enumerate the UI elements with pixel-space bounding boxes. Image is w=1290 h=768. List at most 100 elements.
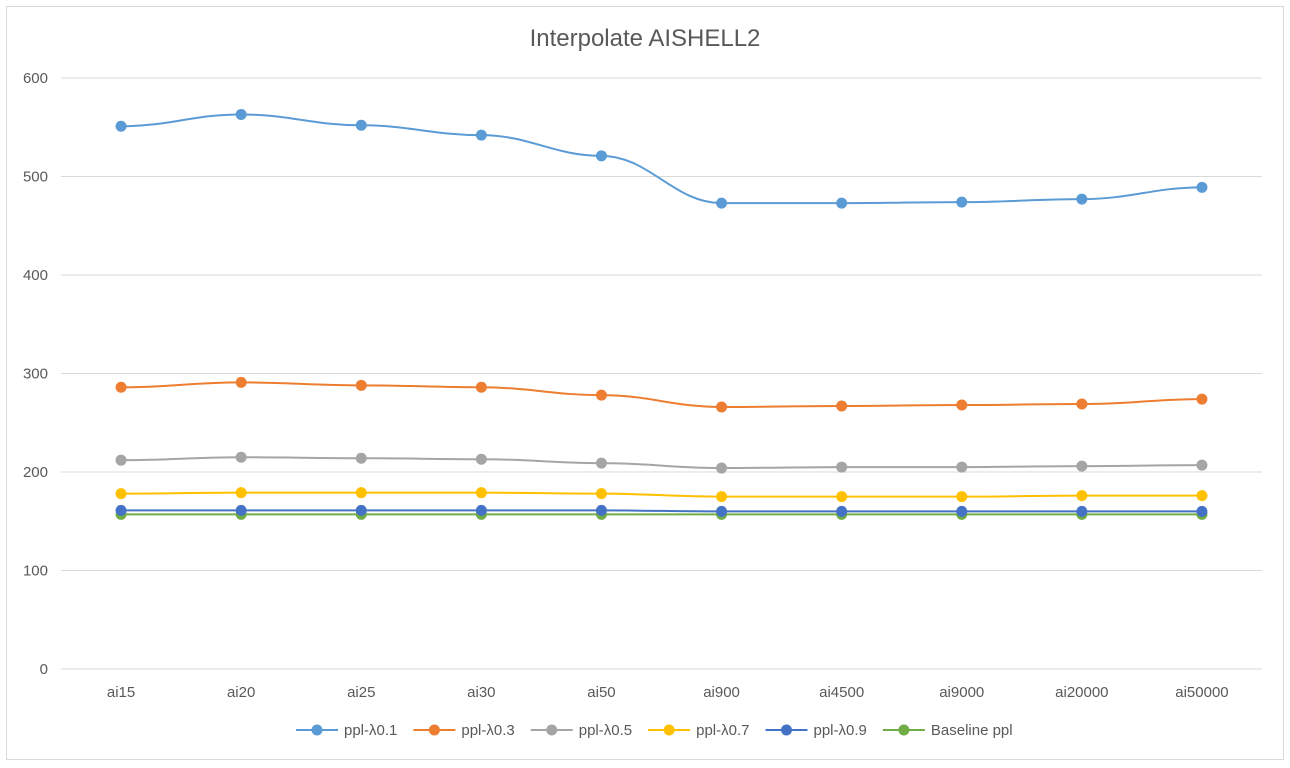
y-tick-label: 300 bbox=[23, 366, 48, 383]
x-tick-label: ai20000 bbox=[1055, 684, 1108, 701]
series-4 bbox=[115, 504, 1208, 517]
data-point bbox=[475, 487, 487, 499]
x-tick-label: ai25 bbox=[347, 684, 375, 701]
y-axis-ticks: 0 100 200 300 400 500 600 bbox=[23, 70, 48, 678]
legend-marker bbox=[311, 724, 323, 736]
legend-item: ppl-λ0.9 bbox=[765, 722, 867, 739]
data-point bbox=[355, 119, 367, 131]
data-point bbox=[355, 452, 367, 464]
x-tick-label: ai15 bbox=[107, 684, 135, 701]
y-tick-label: 100 bbox=[23, 563, 48, 580]
legend-marker bbox=[546, 724, 558, 736]
series-2 bbox=[115, 451, 1208, 474]
data-point bbox=[595, 457, 607, 469]
legend: ppl-λ0.1 ppl-λ0.3 ppl-λ0.5 ppl-λ0.7 ppl-λ0.9… bbox=[296, 722, 1013, 739]
data-point bbox=[716, 491, 728, 503]
y-tick-label: 200 bbox=[23, 464, 48, 481]
legend-label: ppl-λ0.3 bbox=[461, 722, 514, 739]
y-tick-label: 400 bbox=[23, 267, 48, 284]
legend-marker bbox=[663, 724, 675, 736]
data-point bbox=[475, 453, 487, 465]
data-point bbox=[235, 108, 247, 120]
series-0 bbox=[115, 108, 1208, 209]
legend-marker bbox=[781, 724, 792, 736]
x-tick-label: ai900 bbox=[703, 684, 740, 701]
x-tick-label: ai50000 bbox=[1175, 684, 1228, 701]
data-point bbox=[836, 461, 848, 473]
x-tick-label: ai50 bbox=[587, 684, 615, 701]
data-point bbox=[836, 197, 848, 209]
data-point bbox=[956, 196, 968, 208]
data-point bbox=[115, 381, 127, 393]
data-point bbox=[1076, 398, 1088, 410]
y-tick-label: 500 bbox=[23, 169, 48, 186]
series-line bbox=[121, 456, 1202, 470]
data-point bbox=[235, 487, 247, 499]
data-point bbox=[115, 454, 127, 466]
x-tick-label: ai4500 bbox=[819, 684, 864, 701]
data-point bbox=[1076, 505, 1088, 517]
data-point bbox=[1076, 193, 1088, 205]
data-point bbox=[475, 129, 487, 141]
data-point bbox=[836, 505, 848, 517]
data-point bbox=[1196, 393, 1208, 405]
data-point bbox=[355, 504, 367, 516]
data-point bbox=[956, 505, 968, 517]
legend-item: Baseline ppl bbox=[882, 722, 1013, 739]
y-tick-label: 600 bbox=[23, 70, 48, 87]
y-tick-label: 0 bbox=[40, 661, 48, 678]
data-point bbox=[595, 504, 607, 516]
data-point bbox=[475, 381, 487, 393]
data-point bbox=[475, 504, 487, 516]
x-tick-label: ai9000 bbox=[939, 684, 984, 701]
data-point bbox=[836, 491, 848, 503]
x-axis-ticks: ai15 ai20 ai25 ai30 ai50 ai900 ai4500 ai9000 ai2… bbox=[107, 684, 1229, 701]
series-line bbox=[121, 509, 1202, 513]
legend-item: ppl-λ0.3 bbox=[413, 722, 515, 739]
data-point bbox=[115, 504, 127, 516]
data-point bbox=[1076, 490, 1088, 502]
series-line bbox=[121, 113, 1202, 205]
data-point bbox=[716, 401, 728, 413]
series-line bbox=[121, 381, 1202, 408]
data-point bbox=[235, 451, 247, 463]
legend-item: ppl-λ0.1 bbox=[296, 722, 397, 739]
data-point bbox=[355, 487, 367, 499]
legend-label: ppl-λ0.1 bbox=[344, 722, 397, 739]
series-group bbox=[115, 108, 1208, 520]
data-point bbox=[595, 150, 607, 162]
data-point bbox=[355, 379, 367, 391]
series-3 bbox=[115, 487, 1208, 503]
data-point bbox=[1196, 459, 1208, 471]
data-point bbox=[716, 462, 728, 474]
legend-marker bbox=[428, 724, 440, 736]
data-point bbox=[1076, 460, 1088, 472]
data-point bbox=[716, 505, 728, 517]
legend-label: ppl-λ0.7 bbox=[696, 722, 749, 739]
series-1 bbox=[115, 376, 1208, 413]
data-point bbox=[235, 376, 247, 388]
x-tick-label: ai20 bbox=[227, 684, 255, 701]
legend-label: ppl-λ0.5 bbox=[579, 722, 632, 739]
data-point bbox=[716, 197, 728, 209]
legend-item: ppl-λ0.7 bbox=[648, 722, 750, 739]
legend-item: ppl-λ0.5 bbox=[530, 722, 632, 739]
data-point bbox=[595, 488, 607, 500]
data-point bbox=[956, 491, 968, 503]
data-point bbox=[956, 399, 968, 411]
series-line bbox=[121, 491, 1202, 498]
data-point bbox=[595, 389, 607, 401]
data-point bbox=[1196, 505, 1208, 517]
data-point bbox=[1196, 490, 1208, 502]
legend-marker bbox=[898, 724, 910, 736]
x-tick-label: ai30 bbox=[467, 684, 495, 701]
data-point bbox=[235, 504, 247, 516]
chart-title: Interpolate AISHELL2 bbox=[530, 25, 761, 52]
legend-label: ppl-λ0.9 bbox=[814, 722, 867, 739]
data-point bbox=[836, 400, 848, 412]
legend-label: Baseline ppl bbox=[931, 722, 1013, 739]
gridlines bbox=[61, 77, 1262, 670]
data-point bbox=[115, 120, 127, 132]
data-point bbox=[1196, 181, 1208, 193]
